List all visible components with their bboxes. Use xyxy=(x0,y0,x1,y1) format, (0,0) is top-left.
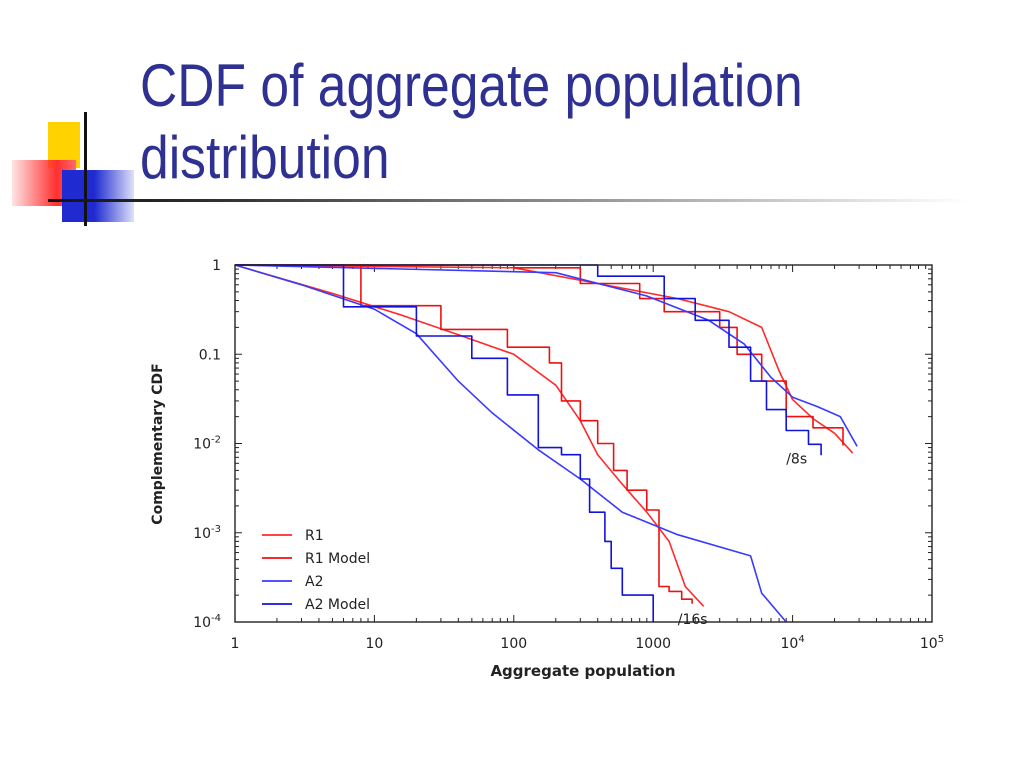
plot-frame xyxy=(234,264,933,623)
legend-label: R1 xyxy=(305,528,324,544)
x-axis-label: Aggregate population xyxy=(490,662,675,680)
y-tick-label: 10-2 xyxy=(193,435,221,453)
series-line-a2-model-16s xyxy=(235,264,654,622)
y-tick-label: 10-4 xyxy=(193,613,221,631)
x-tick-label: 105 xyxy=(920,634,944,652)
y-tick-label: 0.1 xyxy=(199,347,221,363)
legend-label: A2 xyxy=(305,574,323,590)
series-lines xyxy=(234,264,858,623)
x-tick-label: 100 xyxy=(500,636,527,652)
slide-title-line-2: distribution xyxy=(140,124,390,191)
x-tick-label: 10 xyxy=(365,636,383,652)
y-axis-label: Complementary CDF xyxy=(150,363,166,524)
series-line-a2-model-8s xyxy=(235,264,822,456)
y-tick-label: 1 xyxy=(212,258,221,274)
blue-square-decoration xyxy=(62,170,134,222)
chart-legend: R1 R1 Model A2 A2 Model xyxy=(262,528,370,613)
x-tick-label: 104 xyxy=(780,634,804,652)
axis-tick-labels: 1 10 100 1000 104 105 1 0.1 10-2 10-3 10-4 xyxy=(193,258,944,652)
annotation-label: /16s xyxy=(678,612,708,628)
axis-ticks xyxy=(234,264,933,623)
annotation-label: /8s xyxy=(786,451,807,467)
slide-title: CDF of aggregate population distribution xyxy=(140,50,914,194)
x-tick-label: 1000 xyxy=(635,636,671,652)
vertical-rule-decoration xyxy=(84,112,87,226)
series-line-a2-8s xyxy=(234,264,858,447)
chart-annotations: /8s/16s xyxy=(678,451,807,628)
slide-title-line-1: CDF of aggregate population xyxy=(140,52,803,119)
series-line-r1-model-16s xyxy=(235,264,693,604)
legend-label: A2 Model xyxy=(305,597,370,613)
title-underline-rule xyxy=(48,199,968,202)
x-tick-label: 1 xyxy=(231,636,240,652)
series-line-r1-8s xyxy=(234,264,854,454)
y-tick-label: 10-3 xyxy=(193,524,221,542)
series-line-a2-16s xyxy=(234,264,787,623)
legend-label: R1 Model xyxy=(305,551,370,567)
